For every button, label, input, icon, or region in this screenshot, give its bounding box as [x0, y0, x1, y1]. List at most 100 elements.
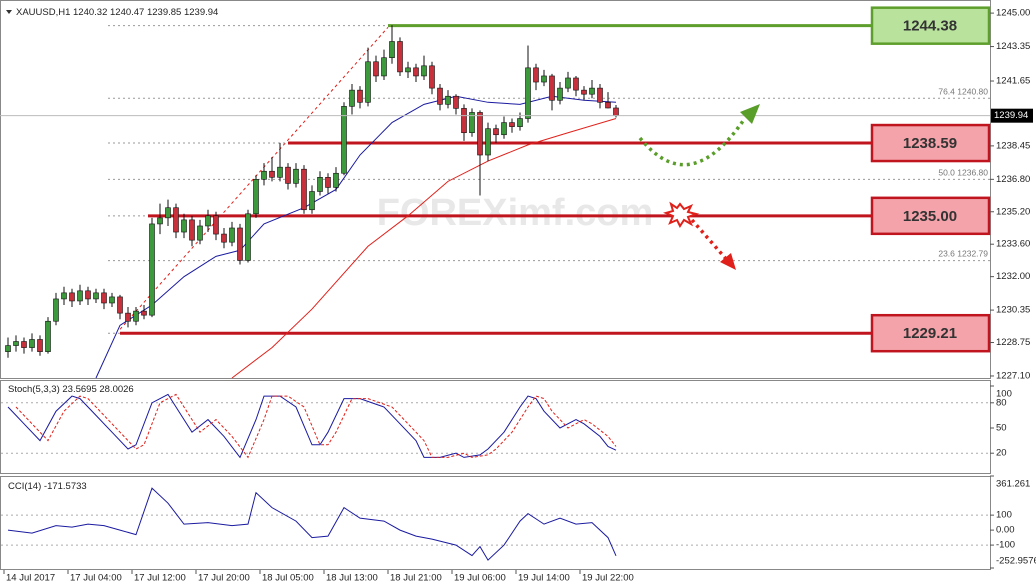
y-tick-label: -100	[996, 540, 1015, 551]
candle-body	[501, 122, 507, 136]
x-tick-label: 18 Jul 21:00	[390, 573, 442, 584]
candle-body	[365, 61, 371, 103]
level-label: 1244.38	[903, 18, 957, 35]
candle-body	[149, 223, 155, 316]
candle-body	[101, 292, 107, 304]
candle-body	[21, 341, 27, 348]
high: 1240.47	[110, 7, 144, 18]
candle-body	[85, 290, 91, 300]
candle-body	[325, 177, 331, 188]
candle-body	[309, 191, 315, 211]
candle-body	[93, 292, 99, 300]
x-tick-label: 17 Jul 12:00	[134, 573, 186, 584]
candle-body	[445, 95, 451, 105]
candle-body	[317, 177, 323, 192]
y-tick-label: 1236.80	[996, 174, 1030, 185]
candle-body	[357, 89, 363, 103]
level-label: 1229.21	[903, 325, 957, 342]
y-tick-label: 1227.10	[996, 370, 1030, 381]
y-tick-label: 1228.75	[996, 337, 1030, 348]
level-label: 1238.59	[903, 135, 957, 152]
candle-body	[5, 345, 11, 352]
level-box	[870, 6, 991, 45]
candle-body	[389, 41, 395, 59]
level-box	[870, 123, 991, 163]
y-tick-label: 1241.65	[996, 76, 1030, 87]
fib-label: 23.6 1232.79	[938, 249, 988, 259]
candle-body	[541, 75, 547, 83]
y-tick-label: 1245.00	[996, 8, 1030, 19]
x-tick-label: 18 Jul 13:00	[326, 573, 378, 584]
level-box	[870, 313, 991, 353]
x-tick-label: 19 Jul 06:00	[454, 573, 506, 584]
x-tick-label: 17 Jul 20:00	[198, 573, 250, 584]
y-tick-label: 1235.20	[996, 206, 1030, 217]
candle-body	[125, 312, 131, 322]
candle-body	[549, 75, 555, 101]
candle-body	[229, 227, 235, 243]
stoch-title: Stoch(5,3,3)	[8, 384, 60, 395]
candle-body	[573, 77, 579, 91]
candle-body	[509, 122, 515, 127]
candle-body	[53, 298, 59, 322]
marks: 76.4 1240.80 50.0 1236.80 23.6 1232.79 1244…	[0, 6, 1036, 584]
candle-body	[301, 168, 307, 211]
down-arrow	[690, 218, 729, 262]
candle-body	[565, 77, 571, 89]
indicator-line	[7, 393, 617, 459]
candle-body	[45, 320, 51, 352]
y-tick-label: 1230.35	[996, 305, 1030, 316]
candle-body	[173, 207, 179, 233]
candle-body	[405, 67, 411, 73]
y-tick-label: 20	[996, 448, 1007, 459]
candle-body	[189, 219, 195, 241]
candle-body	[581, 89, 587, 95]
menu-triangle	[6, 10, 12, 14]
candle-body	[381, 57, 387, 77]
candle-body	[397, 41, 403, 73]
candle-body	[589, 87, 595, 95]
up-arrowhead	[740, 104, 760, 124]
y-tick-label: 0.00	[996, 525, 1015, 536]
candle-body	[469, 112, 475, 134]
main-panel	[0, 0, 991, 379]
candle-body	[605, 102, 611, 109]
close: 1239.94	[184, 7, 218, 18]
candle-body	[237, 227, 243, 261]
y-tick-label: 100	[996, 510, 1012, 521]
fib-price: 1232.79	[957, 249, 988, 259]
candle-body	[181, 219, 187, 233]
candle-body	[293, 168, 299, 184]
cci-value: -171.5733	[44, 481, 87, 492]
candle-body	[213, 215, 219, 235]
stoch-header: Stoch(5,3,3) 23.5695 28.0026	[8, 384, 134, 395]
candle-body	[205, 215, 211, 227]
x-tick-label: 18 Jul 05:00	[262, 573, 314, 584]
candle-body	[261, 170, 267, 180]
candle-body	[109, 296, 115, 304]
fib-ratio: 23.6	[938, 249, 955, 259]
moving-average	[231, 118, 617, 379]
open: 1240.32	[73, 7, 107, 18]
cci-title: CCI(14)	[8, 481, 41, 492]
y-tick-label: -252.9576	[996, 556, 1036, 567]
candle-body	[453, 95, 459, 109]
candle-body	[277, 166, 283, 178]
burst	[663, 201, 700, 228]
candle-body	[37, 339, 43, 352]
stoch-panel	[0, 380, 991, 474]
candle-body	[253, 179, 259, 215]
y-tick-label: 80	[996, 397, 1007, 408]
candle-body	[373, 61, 379, 77]
watermark: FOREXimf.com	[377, 192, 654, 234]
candle-body	[197, 225, 203, 241]
fib-label: 50.0 1236.80	[938, 168, 988, 178]
level-label: 1235.00	[903, 208, 957, 225]
y-tick-label: 50	[996, 423, 1007, 434]
candle-body	[69, 292, 75, 302]
candle-body	[421, 65, 427, 77]
y-tick-label: 1238.45	[996, 140, 1030, 151]
fib-line	[119, 26, 389, 330]
